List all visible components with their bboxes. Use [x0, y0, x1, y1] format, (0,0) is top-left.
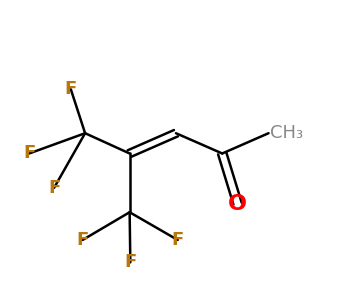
Text: F: F: [48, 179, 60, 197]
Text: O: O: [228, 194, 247, 214]
Text: F: F: [65, 80, 77, 98]
Text: F: F: [76, 231, 89, 249]
Text: F: F: [124, 253, 136, 271]
Text: F: F: [23, 144, 35, 163]
Text: CH₃: CH₃: [270, 124, 303, 142]
Text: F: F: [172, 231, 184, 249]
